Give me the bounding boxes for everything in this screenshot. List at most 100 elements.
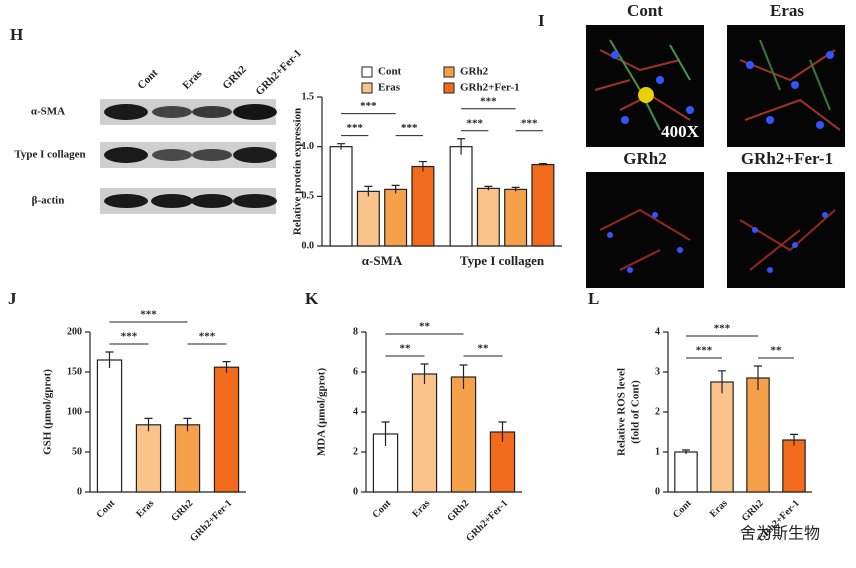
significance-label: *** bbox=[140, 309, 157, 321]
x-tick-label: α-SMA bbox=[362, 253, 403, 268]
y-axis-label: MDA (μmol/gprot) bbox=[316, 368, 328, 457]
error-bar bbox=[105, 351, 114, 368]
bar bbox=[411, 165, 435, 247]
significance-label: ** bbox=[771, 345, 783, 357]
bar bbox=[449, 146, 473, 247]
bar bbox=[174, 424, 201, 493]
error-bar bbox=[144, 417, 153, 432]
y-tick-label: 4 bbox=[655, 326, 660, 337]
bar bbox=[384, 188, 408, 247]
panel-letter: H bbox=[10, 25, 23, 44]
error-bar bbox=[511, 186, 520, 192]
x-tick-label: GRh2+Fer-1 bbox=[188, 498, 234, 544]
image-label: Cont bbox=[627, 1, 663, 20]
image-label: GRh2 bbox=[623, 149, 666, 168]
error-bar bbox=[420, 363, 429, 384]
x-tick-label: Eras bbox=[708, 498, 730, 520]
bar bbox=[450, 376, 477, 493]
legend-label: GRh2 bbox=[460, 66, 489, 78]
y-tick-label: 0 bbox=[353, 486, 358, 497]
bar bbox=[96, 359, 123, 493]
legend-label: Eras bbox=[378, 82, 401, 94]
error-bar bbox=[459, 364, 468, 389]
image-label: Eras bbox=[770, 1, 804, 20]
y-tick-label: 0 bbox=[655, 486, 660, 497]
significance-label: *** bbox=[696, 345, 713, 357]
blot-row-label: β-actin bbox=[32, 195, 65, 207]
bar bbox=[213, 366, 240, 493]
significance-label: ** bbox=[419, 321, 431, 333]
x-tick-label: Eras bbox=[134, 498, 156, 520]
error-bar bbox=[418, 160, 427, 172]
panel-letter: K bbox=[305, 289, 319, 308]
error-bar bbox=[337, 143, 346, 150]
bar bbox=[782, 439, 806, 493]
error-bar bbox=[391, 184, 400, 194]
magnification-label: 400X bbox=[661, 122, 700, 141]
blot-row-label: α-SMA bbox=[31, 106, 65, 118]
x-tick-label: Type I collagen bbox=[460, 253, 545, 268]
y-tick-label: 3 bbox=[655, 366, 660, 377]
x-tick-label: GRh2 bbox=[445, 498, 471, 524]
legend-swatch bbox=[361, 66, 373, 78]
y-tick-label: 200 bbox=[67, 326, 82, 337]
panel-letter: L bbox=[588, 289, 599, 308]
significance-label: *** bbox=[199, 331, 216, 343]
bar bbox=[411, 373, 438, 493]
y-tick-label: 50 bbox=[72, 446, 82, 457]
error-bar bbox=[183, 417, 192, 432]
watermark: 舍为斯生物 bbox=[740, 524, 820, 543]
error-bar bbox=[682, 449, 690, 454]
bar bbox=[135, 424, 162, 493]
y-tick-label: 0 bbox=[77, 486, 82, 497]
significance-label: *** bbox=[480, 95, 497, 107]
error-bar bbox=[457, 138, 466, 155]
significance-label: *** bbox=[121, 331, 138, 343]
error-bar bbox=[538, 162, 547, 166]
y-axis-label: GSH (μmol/gprot) bbox=[42, 369, 54, 455]
y-tick-label: 1 bbox=[655, 446, 660, 457]
blot-lane-label: Eras bbox=[180, 67, 205, 92]
bar bbox=[531, 163, 555, 247]
bar bbox=[504, 188, 528, 247]
error-bar bbox=[718, 370, 726, 394]
bar bbox=[710, 381, 734, 493]
y-axis-label: (fold of Cont) bbox=[630, 380, 642, 444]
significance-label: *** bbox=[360, 100, 377, 112]
significance-label: *** bbox=[521, 117, 538, 129]
bar bbox=[476, 187, 500, 247]
y-tick-label: 0.0 bbox=[302, 240, 315, 251]
x-tick-label: Cont bbox=[95, 498, 118, 521]
x-tick-label: GRh2+Fer-1 bbox=[464, 498, 510, 544]
error-bar bbox=[754, 365, 762, 390]
blot-lane-label: GRh2+Fer-1 bbox=[253, 47, 304, 98]
y-tick-label: 1.0 bbox=[302, 141, 315, 152]
significance-label: *** bbox=[714, 323, 731, 335]
error-bar bbox=[222, 361, 231, 373]
bar bbox=[746, 377, 770, 493]
significance-label: *** bbox=[401, 122, 418, 134]
legend-label: GRh2+Fer-1 bbox=[460, 82, 520, 94]
western-blot: α-SMA Type I collagen β-actin Cont Eras … bbox=[14, 47, 304, 214]
bar bbox=[329, 146, 353, 247]
error-bar bbox=[498, 421, 507, 442]
legend-swatch bbox=[361, 82, 373, 94]
blot-row-label: Type I collagen bbox=[14, 149, 85, 161]
y-axis-label: Relative protein expression bbox=[292, 108, 304, 235]
significance-label: *** bbox=[346, 122, 363, 134]
panel-letter: I bbox=[538, 11, 545, 30]
y-tick-label: 2 bbox=[353, 446, 358, 457]
x-tick-label: Eras bbox=[410, 498, 432, 520]
x-tick-label: GRh2 bbox=[169, 498, 195, 524]
x-tick-label: Cont bbox=[371, 498, 394, 521]
legend-label: Cont bbox=[378, 66, 402, 78]
error-bar bbox=[790, 433, 798, 446]
y-tick-label: 150 bbox=[67, 366, 82, 377]
micrographs: Cont Eras GRh2 GRh2+Fer-1 400X bbox=[586, 1, 845, 288]
y-tick-label: 1.5 bbox=[302, 91, 315, 102]
legend-swatch bbox=[443, 66, 455, 78]
y-tick-label: 8 bbox=[353, 326, 358, 337]
significance-label: ** bbox=[400, 343, 412, 355]
significance-label: ** bbox=[478, 343, 490, 355]
